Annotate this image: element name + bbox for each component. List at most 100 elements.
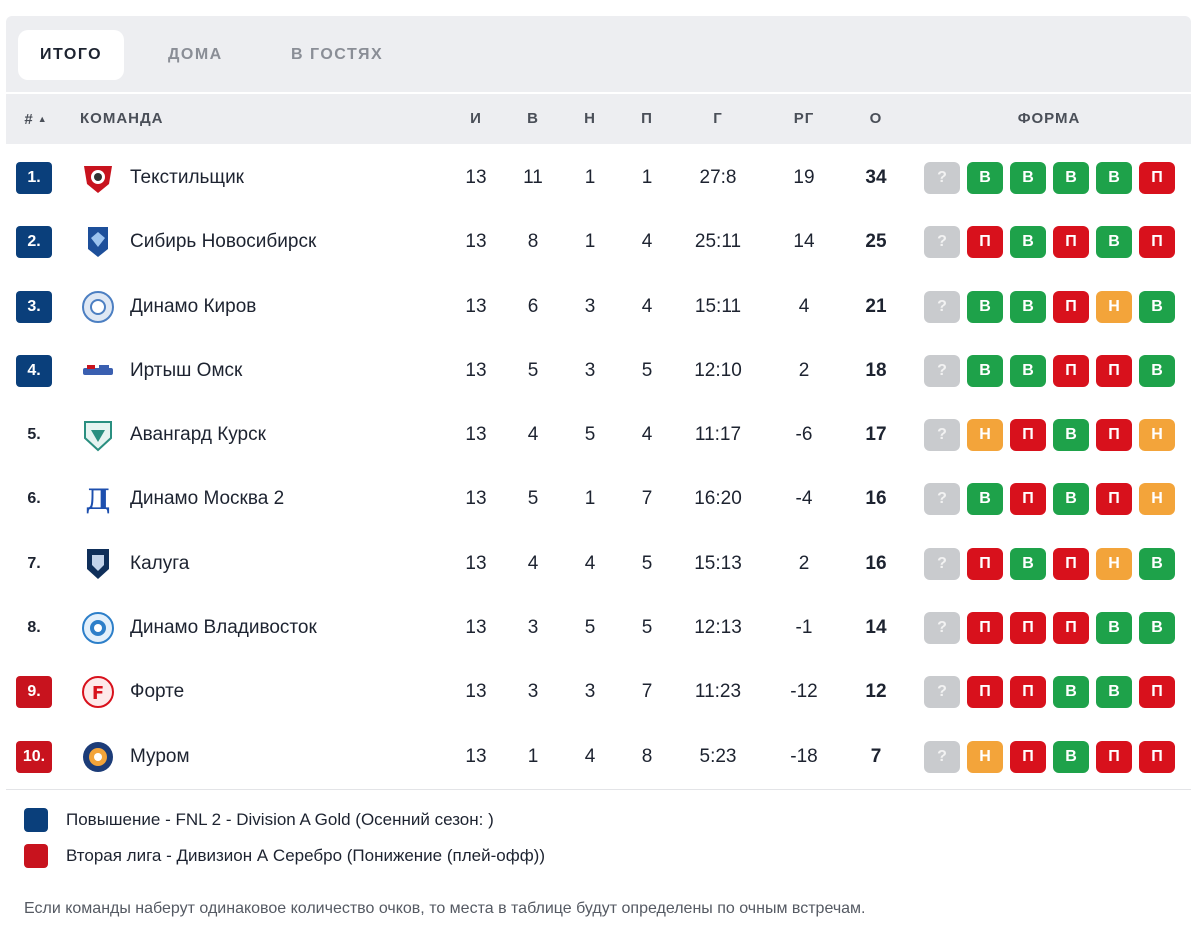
team-name[interactable]: Сибирь Новосибирск <box>130 231 317 253</box>
form-loss[interactable]: П <box>1053 547 1089 580</box>
table-row[interactable]: 4. Иртыш Омск 13 5 3 5 12:10 2 18? В В П П В <box>6 339 1191 403</box>
form-loss[interactable]: П <box>1053 290 1089 323</box>
header-pos-sort[interactable]: # ▲ <box>18 94 54 144</box>
murom-logo[interactable] <box>80 739 116 775</box>
form-win[interactable]: В <box>1139 290 1175 323</box>
form-draw[interactable]: Н <box>967 740 1003 773</box>
team-name[interactable]: Муром <box>130 745 190 767</box>
header-played[interactable]: И <box>470 110 482 127</box>
form-win[interactable]: В <box>1010 290 1046 323</box>
form-loss[interactable]: П <box>1053 612 1089 645</box>
header-drawn[interactable]: Н <box>584 110 596 127</box>
form-win[interactable]: В <box>967 483 1003 516</box>
form-unknown[interactable]: ? <box>924 547 960 580</box>
form-loss[interactable]: П <box>967 547 1003 580</box>
dinamo-vladivostok-logo[interactable] <box>80 610 116 646</box>
header-diff[interactable]: РГ <box>793 110 815 127</box>
table-row[interactable]: 3. Динамо Киров 13 6 3 4 15:11 4 21? В В П Н В <box>6 275 1191 339</box>
form-win[interactable]: В <box>1139 547 1175 580</box>
form-win[interactable]: В <box>1053 740 1089 773</box>
form-win[interactable]: В <box>1053 676 1089 709</box>
tab-away[interactable]: В ГОСТЯХ <box>291 46 384 63</box>
table-row[interactable]: 1. Текстильщик 13 11 1 1 27:8 19 34? В В В В П <box>6 146 1191 210</box>
form-loss[interactable]: П <box>1096 740 1132 773</box>
form-draw[interactable]: Н <box>1139 483 1175 516</box>
form-unknown[interactable]: ? <box>924 612 960 645</box>
form-loss[interactable]: П <box>1010 483 1046 516</box>
tekstilshchik-logo[interactable] <box>80 160 116 196</box>
table-row[interactable]: 5. Авангард Курск 13 4 5 4 11:17 -6 17? Н П В П Н <box>6 403 1191 467</box>
form-draw[interactable]: Н <box>1096 290 1132 323</box>
sibir-logo[interactable] <box>80 224 116 260</box>
form-win[interactable]: В <box>1010 547 1046 580</box>
forte-logo[interactable]: F <box>80 674 116 710</box>
form-unknown[interactable]: ? <box>924 740 960 773</box>
irtysh-logo[interactable] <box>80 353 116 389</box>
form-loss[interactable]: П <box>1010 419 1046 452</box>
form-win[interactable]: В <box>1096 226 1132 259</box>
tab-home[interactable]: ДОМА <box>168 46 223 63</box>
header-won[interactable]: В <box>527 110 539 127</box>
form-unknown[interactable]: ? <box>924 162 960 194</box>
form-win[interactable]: В <box>1053 483 1089 516</box>
form-loss[interactable]: П <box>1010 612 1046 645</box>
form-loss[interactable]: П <box>1010 740 1046 773</box>
form-unknown[interactable]: ? <box>924 226 960 259</box>
team-name[interactable]: Динамо Киров <box>130 295 257 317</box>
team-name[interactable]: Калуга <box>130 552 190 574</box>
form-loss[interactable]: П <box>1139 676 1175 709</box>
team-name[interactable]: Форте <box>130 681 185 703</box>
form-win[interactable]: В <box>1096 162 1132 194</box>
form-draw[interactable]: Н <box>1096 547 1132 580</box>
form-loss[interactable]: П <box>967 226 1003 259</box>
team-name[interactable]: Авангард Курск <box>130 424 266 446</box>
header-points[interactable]: О <box>869 110 883 127</box>
tab-total[interactable]: ИТОГО <box>18 30 125 80</box>
header-lost[interactable]: П <box>641 110 653 127</box>
form-win[interactable]: В <box>967 162 1003 194</box>
table-row[interactable]: 7. Калуга 13 4 4 5 15:13 2 16? П В П Н В <box>6 532 1191 596</box>
form-unknown[interactable]: ? <box>924 354 960 387</box>
form-win[interactable]: В <box>967 290 1003 323</box>
header-team[interactable]: КОМАНДА <box>80 110 164 127</box>
form-win[interactable]: В <box>1096 612 1132 645</box>
dinamo-kirov-logo[interactable] <box>80 289 116 325</box>
form-loss[interactable]: П <box>1096 419 1132 452</box>
form-loss[interactable]: П <box>967 676 1003 709</box>
form-win[interactable]: В <box>1139 612 1175 645</box>
form-win[interactable]: В <box>1053 419 1089 452</box>
form-unknown[interactable]: ? <box>924 290 960 323</box>
form-loss[interactable]: П <box>1139 740 1175 773</box>
table-row[interactable]: 9. F Форте 13 3 3 7 11:23 -12 12? П П В В П <box>6 660 1191 724</box>
form-draw[interactable]: Н <box>1139 419 1175 452</box>
form-win[interactable]: В <box>1053 162 1089 194</box>
table-row[interactable]: 8. Динамо Владивосток 13 3 5 5 12:13 -1 14? П П П В В <box>6 596 1191 660</box>
form-win[interactable]: В <box>1096 676 1132 709</box>
team-name[interactable]: Динамо Владивосток <box>130 617 317 639</box>
form-win[interactable]: В <box>1010 226 1046 259</box>
table-row[interactable]: 6. Д Динамо Москва 2 13 5 1 7 16:20 -4 16? В П В П Н <box>6 467 1191 531</box>
team-name[interactable]: Текстильщик <box>130 167 244 188</box>
avangard-logo[interactable] <box>80 417 116 453</box>
form-loss[interactable]: П <box>1053 354 1089 387</box>
table-row[interactable]: 2. Сибирь Новосибирск 13 8 1 4 25:11 14 25? П В П В П <box>6 210 1191 274</box>
dinamo-moskva-logo[interactable]: Д <box>80 481 116 517</box>
form-unknown[interactable]: ? <box>924 419 960 452</box>
form-win[interactable]: В <box>967 354 1003 387</box>
form-loss[interactable]: П <box>1096 483 1132 516</box>
form-loss[interactable]: П <box>1096 354 1132 387</box>
header-goals[interactable]: Г <box>713 110 723 127</box>
form-win[interactable]: В <box>1010 162 1046 194</box>
team-name[interactable]: Иртыш Омск <box>130 359 243 381</box>
table-row[interactable]: 10. Муром 13 1 4 8 5:23 -18 7? Н П В П П <box>6 725 1191 789</box>
form-loss[interactable]: П <box>967 612 1003 645</box>
form-unknown[interactable]: ? <box>924 676 960 709</box>
form-loss[interactable]: П <box>1010 676 1046 709</box>
form-loss[interactable]: П <box>1139 226 1175 259</box>
form-loss[interactable]: П <box>1053 226 1089 259</box>
form-unknown[interactable]: ? <box>924 483 960 516</box>
form-win[interactable]: В <box>1139 354 1175 387</box>
form-draw[interactable]: Н <box>967 419 1003 452</box>
team-name[interactable]: Динамо Москва 2 <box>130 488 285 510</box>
form-loss[interactable]: П <box>1139 162 1175 194</box>
